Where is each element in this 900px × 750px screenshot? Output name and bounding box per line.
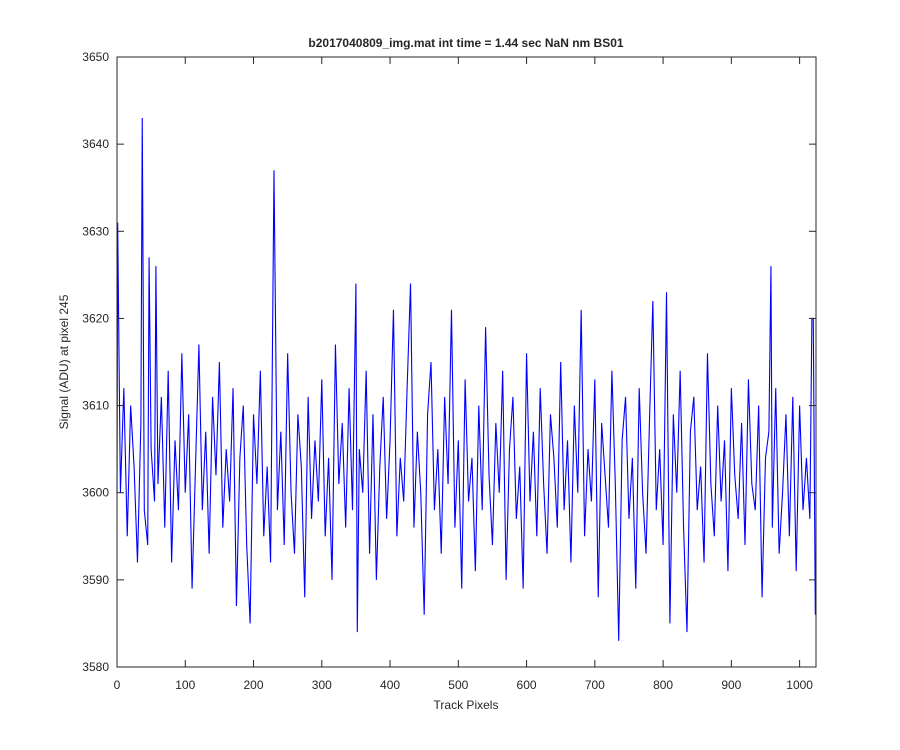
x-tick-label: 300 xyxy=(312,678,332,692)
y-tick-label: 3580 xyxy=(82,660,109,674)
x-tick-label: 0 xyxy=(114,678,121,692)
data-line xyxy=(116,117,816,641)
x-axis-label: Track Pixels xyxy=(434,698,499,712)
y-tick-label: 3650 xyxy=(82,50,109,64)
y-tick-label: 3610 xyxy=(82,399,109,413)
y-tick-label: 3590 xyxy=(82,573,109,587)
y-tick-label: 3620 xyxy=(82,311,109,325)
y-tick-label: 3600 xyxy=(82,486,109,500)
x-tick-label: 1000 xyxy=(786,678,813,692)
y-axis-label: Signal (ADU) at pixel 245 xyxy=(57,294,71,429)
x-tick-label: 600 xyxy=(517,678,537,692)
y-tick-label: 3630 xyxy=(82,224,109,238)
x-tick-label: 900 xyxy=(721,678,741,692)
x-tick-label: 800 xyxy=(653,678,673,692)
x-tick-label: 400 xyxy=(380,678,400,692)
x-tick-label: 500 xyxy=(448,678,468,692)
x-tick-label: 200 xyxy=(244,678,264,692)
x-tick-label: 700 xyxy=(585,678,605,692)
y-tick-label: 3640 xyxy=(82,137,109,151)
chart-title: b2017040809_img.mat int time = 1.44 sec … xyxy=(308,36,623,50)
plot-box xyxy=(116,56,817,668)
x-tick-label: 100 xyxy=(175,678,195,692)
